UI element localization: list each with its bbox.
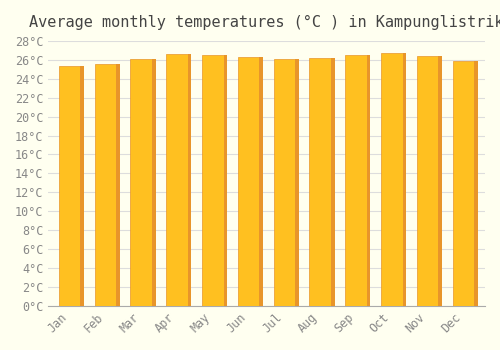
Bar	[202, 55, 224, 306]
Bar	[474, 61, 478, 306]
Bar	[260, 57, 263, 306]
Bar	[295, 59, 298, 306]
Bar	[310, 58, 332, 306]
Bar	[224, 55, 227, 306]
Bar	[438, 56, 442, 306]
Bar	[367, 55, 370, 306]
Title: Average monthly temperatures (°C ) in Kampunglistrik: Average monthly temperatures (°C ) in Ka…	[30, 15, 500, 30]
Bar	[381, 53, 403, 306]
Bar	[331, 58, 334, 306]
Bar	[188, 54, 192, 306]
Bar	[402, 53, 406, 306]
Bar	[416, 56, 438, 306]
Bar	[152, 59, 156, 306]
Bar	[94, 64, 116, 306]
Bar	[116, 64, 120, 306]
Bar	[274, 59, 295, 306]
Bar	[238, 57, 260, 306]
Bar	[130, 59, 152, 306]
Bar	[59, 66, 81, 306]
Bar	[80, 66, 84, 306]
Bar	[452, 61, 474, 306]
Bar	[345, 55, 367, 306]
Bar	[166, 54, 188, 306]
